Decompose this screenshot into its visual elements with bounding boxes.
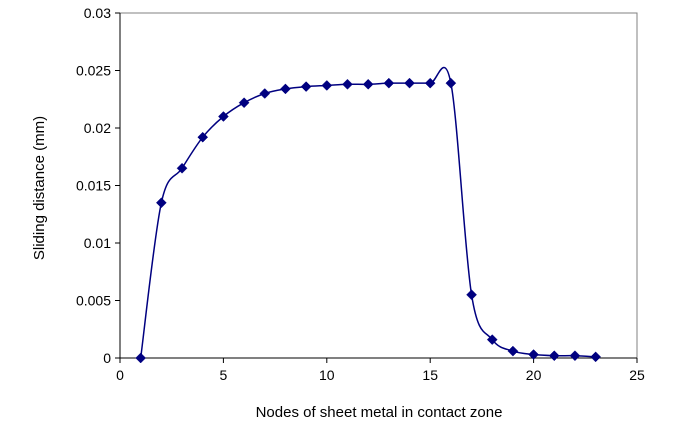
data-point-marker [424,77,436,89]
x-tick-label: 5 [220,367,228,383]
data-point-marker [528,349,539,360]
data-point-marker [197,131,209,143]
x-tick-label: 15 [422,367,438,383]
data-point-marker [486,334,498,345]
series-curve-layer [139,66,596,359]
data-point-marker [176,162,188,174]
data-point-marker [404,77,415,89]
y-axis-title: Sliding distance (mm) [31,116,48,260]
data-point-marker [280,83,291,95]
data-point-marker [342,78,353,90]
data-point-marker [135,352,147,364]
data-point-marker [445,77,457,89]
tick-labels: 0 5 10 15 20 25 0 0.005 0.01 0.015 0.02 0.025 0.03 [76,5,645,383]
data-point-marker [569,350,581,362]
x-tick-label: 25 [629,367,645,383]
series-marker-layer [135,77,601,364]
data-point-marker [218,111,229,122]
data-point-marker [300,81,312,92]
x-tick-label: 0 [116,367,124,383]
data-point-marker [259,88,271,99]
y-tick-label: 0.025 [76,63,111,79]
data-point-marker [362,78,374,90]
series-line [139,66,596,359]
y-tick-label: 0.015 [76,178,111,194]
data-point-marker [590,351,601,363]
data-point-marker [507,345,519,357]
data-point-marker [383,77,395,89]
y-tick-label: 0 [103,350,111,366]
data-point-marker [548,350,560,362]
y-tick-label: 0.03 [84,5,111,21]
y-tick-label: 0.01 [84,235,111,251]
plot-area-frame [119,12,638,359]
data-point-marker [321,80,333,91]
data-point-marker [466,289,477,301]
y-tick-label: 0.005 [76,293,111,309]
data-point-marker [238,97,250,109]
y-tick-label: 0.02 [84,120,111,136]
axes [115,12,638,363]
x-axis-title: Nodes of sheet metal in contact zone [256,404,503,421]
x-tick-label: 10 [319,367,335,383]
x-tick-label: 20 [526,367,542,383]
data-point-marker [156,197,167,209]
